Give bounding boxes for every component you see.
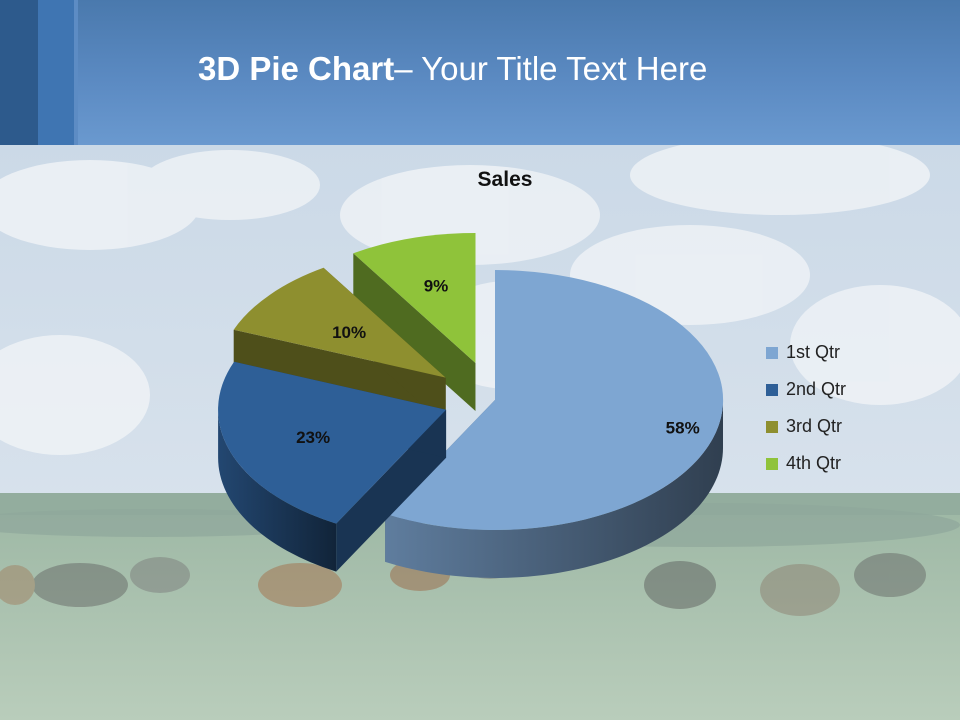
slide-title-bold: 3D Pie Chart xyxy=(198,50,395,87)
pie-slice-rim xyxy=(218,409,337,572)
pie-slice-4 xyxy=(353,233,476,412)
pie-slice-2 xyxy=(218,361,447,572)
legend-item: 2nd Qtr xyxy=(766,371,846,408)
banner-stripe xyxy=(74,0,78,145)
pie-slice-top xyxy=(233,267,446,378)
legend-label: 2nd Qtr xyxy=(786,379,847,399)
pie-data-label: 10% xyxy=(332,323,366,342)
pie-slice-top xyxy=(385,270,724,530)
pie-data-label: 58% xyxy=(666,419,700,438)
legend-item: 1st Qtr xyxy=(766,334,846,371)
pie-slice-top xyxy=(218,361,447,524)
banner-stripe xyxy=(0,0,38,145)
pie-slice-top xyxy=(353,233,476,364)
legend-swatch xyxy=(766,383,778,396)
pie-slice-wall xyxy=(353,253,476,412)
chart-title: Sales xyxy=(477,168,533,191)
pie-data-label: 9% xyxy=(424,277,449,296)
legend-label: 1st Qtr xyxy=(786,342,841,362)
legend-swatch xyxy=(766,346,778,359)
title-banner: 3D Pie Chart– Your Title Text Here xyxy=(0,0,960,145)
legend-swatch xyxy=(766,457,778,470)
slide-title-rest: – Your Title Text Here xyxy=(394,50,708,87)
legend-swatch xyxy=(766,420,778,433)
legend-label: 3rd Qtr xyxy=(786,416,843,436)
legend-label: 4th Qtr xyxy=(786,453,842,473)
pie-slice-1 xyxy=(385,270,724,578)
pie-slice-rim xyxy=(385,400,723,578)
chart-legend: 1st Qtr 2nd Qtr 3rd Qtr 4th Qtr xyxy=(766,334,846,482)
banner-stripe xyxy=(38,0,74,145)
legend-item: 4th Qtr xyxy=(766,445,846,482)
pie-data-label: 23% xyxy=(296,428,330,447)
legend-item: 3rd Qtr xyxy=(766,408,846,445)
slide-title: 3D Pie Chart– Your Title Text Here xyxy=(198,50,707,88)
